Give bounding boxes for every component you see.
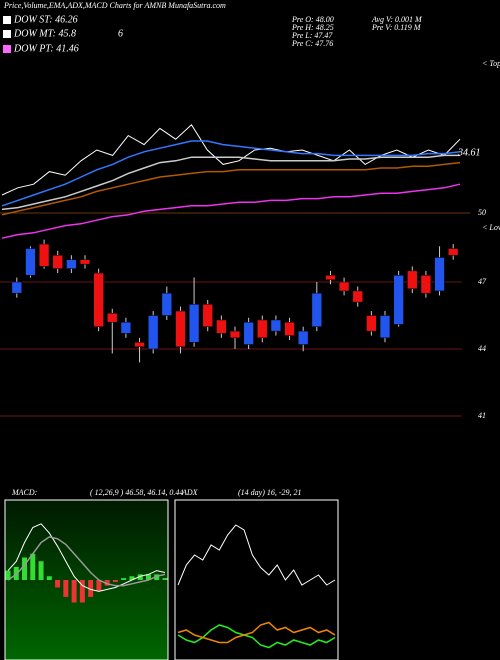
candle-body	[338, 281, 350, 292]
candle-body	[66, 259, 77, 269]
candle-body	[352, 290, 363, 303]
candle-body	[298, 330, 309, 345]
candle-body	[52, 254, 63, 269]
candle-body	[38, 243, 50, 267]
series-line	[1, 154, 460, 211]
candle-body	[161, 292, 172, 316]
legend-label: DOW ST: 46.26	[13, 14, 78, 25]
histogram-bar	[121, 578, 127, 580]
histogram-bar	[46, 576, 52, 580]
series-line	[1, 124, 461, 196]
candle-body	[270, 319, 282, 332]
candle-body	[284, 321, 295, 336]
histogram-bar	[30, 553, 36, 580]
legend-swatch	[3, 16, 11, 24]
panel-subtitle: ( 12,26,9 ) 46.58, 46.14, 0.44	[90, 488, 183, 497]
y-tick-label: 41	[478, 411, 486, 420]
annotation: 34.61	[457, 147, 481, 158]
info: Pre H: 48.25	[291, 23, 334, 32]
candle-body	[366, 315, 377, 332]
candle-body	[243, 321, 254, 345]
histogram-bar	[71, 580, 77, 603]
y-tick-label: 50	[478, 208, 486, 217]
panel-title: MACD:	[11, 488, 38, 497]
candle-body	[188, 304, 200, 343]
series-line	[7, 523, 166, 592]
histogram-bar	[63, 580, 69, 597]
series-line	[1, 183, 461, 239]
y-tick-label: 47	[478, 277, 487, 286]
histogram-bar	[162, 578, 168, 580]
candle-body	[93, 272, 104, 327]
series-line	[177, 624, 336, 649]
histogram-bar	[154, 574, 160, 580]
candle-body	[216, 319, 227, 334]
info: Pre O: 48.00	[291, 15, 334, 24]
info: Pre V: 0.119 M	[371, 23, 422, 32]
series-line	[7, 536, 166, 587]
candle-body	[448, 248, 459, 256]
histogram-bar	[38, 561, 44, 580]
histogram-bar	[137, 574, 143, 580]
candle-body	[175, 310, 186, 348]
info: Avg V: 0.001 M	[371, 15, 423, 24]
candle-body	[107, 313, 118, 323]
candle-body	[393, 275, 404, 325]
histogram-bar	[96, 580, 102, 592]
legend-label: DOW MT: 45.8	[13, 28, 76, 39]
candle-body	[420, 275, 432, 294]
legend-swatch	[3, 30, 11, 38]
candle-body	[134, 342, 145, 348]
histogram-bar	[129, 576, 135, 580]
macd-panel	[4, 499, 169, 660]
candle-body	[25, 248, 36, 276]
histogram-bar	[112, 580, 118, 582]
legend-label: DOW PT: 41.46	[13, 43, 79, 54]
candle-body	[257, 319, 268, 339]
info: Pre C: 47.76	[291, 39, 333, 48]
candle-body	[202, 304, 213, 327]
histogram-bar	[79, 580, 85, 603]
histogram-bar	[22, 557, 28, 580]
candle-body	[379, 315, 391, 339]
candle-body	[325, 275, 336, 281]
histogram-bar	[55, 580, 61, 588]
candle-body	[229, 330, 241, 339]
histogram-bar	[5, 570, 11, 580]
histogram-bar	[104, 580, 110, 586]
series-line	[177, 621, 336, 644]
info: Pre L: 47.47	[291, 31, 333, 40]
panel-title: ADX	[181, 488, 199, 497]
legend-extra: 6	[118, 28, 123, 39]
y-tick-label: 44	[478, 344, 486, 353]
legend-swatch	[3, 45, 11, 53]
series-line	[1, 161, 461, 216]
histogram-bar	[88, 580, 94, 597]
chart-title: Price,Volume,EMA,ADX,MACD Charts for AMN…	[3, 1, 226, 10]
series-line	[177, 524, 336, 586]
histogram-bar	[145, 574, 151, 580]
candle-body	[311, 292, 322, 327]
candle-body	[434, 257, 445, 292]
candle-body	[120, 321, 132, 334]
candle-body	[11, 281, 22, 294]
panel-label: < Topa	[482, 59, 500, 68]
candle-body	[148, 315, 159, 350]
panel-subtitle: (14 day) 16, -29, 21	[238, 488, 302, 497]
panel-label: < Lowea	[482, 223, 500, 232]
candle-body	[79, 259, 91, 265]
candle-body	[407, 270, 418, 289]
series-line	[1, 140, 461, 207]
